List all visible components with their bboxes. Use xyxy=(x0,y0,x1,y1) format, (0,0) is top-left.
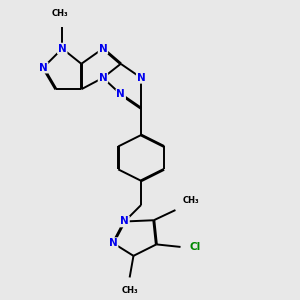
Text: N: N xyxy=(39,63,48,73)
Text: N: N xyxy=(99,73,107,83)
Text: N: N xyxy=(109,238,118,248)
Text: Cl: Cl xyxy=(189,242,201,252)
Text: N: N xyxy=(99,44,107,54)
Text: N: N xyxy=(58,44,67,54)
Text: N: N xyxy=(137,73,146,83)
Text: CH₃: CH₃ xyxy=(183,196,200,205)
Text: CH₃: CH₃ xyxy=(51,9,68,18)
Text: N: N xyxy=(120,217,129,226)
Text: CH₃: CH₃ xyxy=(121,286,138,296)
Text: N: N xyxy=(116,89,125,99)
